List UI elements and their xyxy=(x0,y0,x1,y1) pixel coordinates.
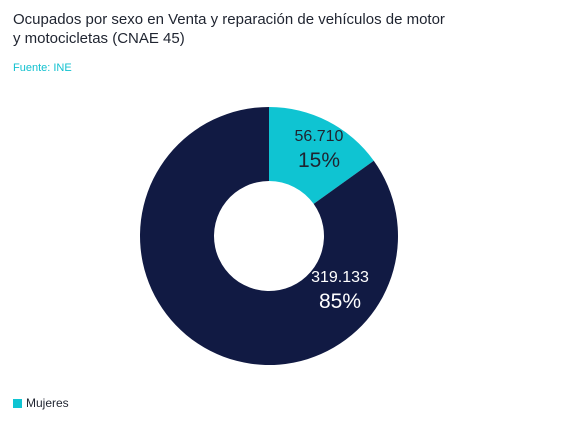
donut-slice-mujeres xyxy=(269,107,374,204)
slice-percent-label-other: 85% xyxy=(319,290,361,313)
slice-value-label-other: 319.133 xyxy=(311,269,369,286)
chart-title-line-2: y motocicletas (CNAE 45) xyxy=(13,30,185,47)
legend: Mujeres xyxy=(13,396,69,410)
chart-title-line-1: Ocupados por sexo en Venta y reparación … xyxy=(13,11,445,28)
slice-percent-label-mujeres: 15% xyxy=(298,149,340,172)
chart-title: Ocupados por sexo en Venta y reparación … xyxy=(13,10,533,48)
donut-slice-other xyxy=(139,107,398,366)
source-label: Fuente: INE xyxy=(13,62,72,74)
slice-value-label-mujeres: 56.710 xyxy=(295,128,344,145)
legend-label-mujeres: Mujeres xyxy=(26,396,69,410)
legend-swatch-mujeres xyxy=(13,398,22,408)
